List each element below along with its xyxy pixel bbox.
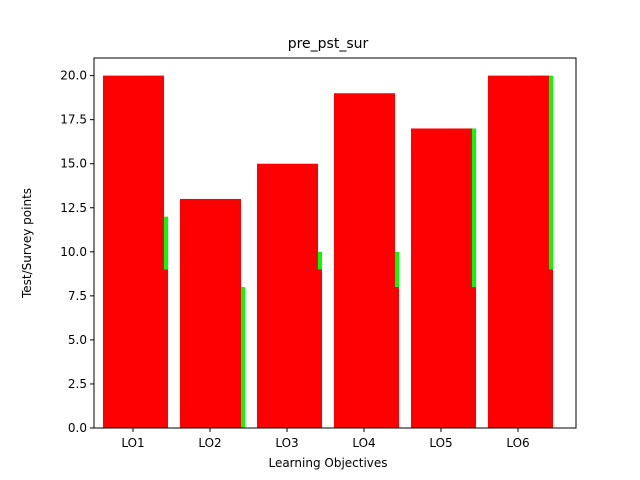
x-tick-label-lo4: LO4 [352,436,375,450]
bar-lo3-s3 [257,163,318,428]
x-tick-label-lo1: LO1 [121,436,144,450]
y-axis: 0.0 2.5 5.0 7.5 10.0 12.5 15.0 17.5 20.0 [60,69,94,435]
y-tick-label: 10.0 [60,245,87,259]
x-axis: LO1 LO2 LO3 LO4 LO5 LO6 [121,428,530,450]
y-tick-label: 20.0 [60,69,87,83]
bar-lo6-s4 [488,110,549,428]
y-tick-label: 0.0 [68,421,87,435]
bar-lo5-s4 [411,146,472,428]
y-tick-label: 17.5 [60,113,87,127]
bar-lo1-s3 [103,75,164,428]
plot-frame [93,57,577,429]
y-tick-label: 5.0 [68,333,87,347]
chart-title: pre_pst_sur [288,36,369,52]
x-tick-label-lo3: LO3 [275,436,298,450]
x-tick-label-lo2: LO2 [198,436,221,450]
y-tick-label: 2.5 [68,377,87,391]
x-tick-label-lo6: LO6 [506,436,529,450]
y-tick-label: 7.5 [68,289,87,303]
x-tick-label-lo5: LO5 [429,436,452,450]
y-tick-label: 15.0 [60,157,87,171]
y-tick-label: 12.5 [60,201,87,215]
bars-layer [103,75,553,428]
x-axis-label: Learning Objectives [268,456,387,470]
y-axis-label: Test/Survey points [20,188,34,299]
bar-lo2-s3 [180,198,241,428]
bar-lo4-s3 [334,93,395,428]
